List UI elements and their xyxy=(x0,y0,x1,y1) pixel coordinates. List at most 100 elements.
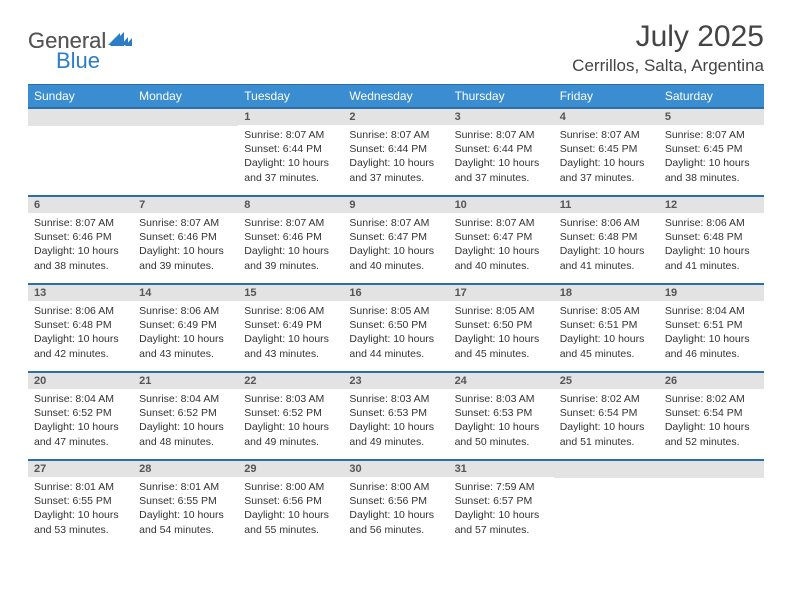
day-number: 25 xyxy=(554,373,659,389)
sunset-text: Sunset: 6:57 PM xyxy=(455,494,548,508)
sunset-text: Sunset: 6:50 PM xyxy=(455,318,548,332)
daylight-text: Daylight: 10 hours and 56 minutes. xyxy=(349,508,442,536)
day-content: Sunrise: 8:03 AMSunset: 6:53 PMDaylight:… xyxy=(449,389,554,452)
day-content: Sunrise: 8:05 AMSunset: 6:50 PMDaylight:… xyxy=(343,301,448,364)
calendar-day-cell: 24Sunrise: 8:03 AMSunset: 6:53 PMDayligh… xyxy=(449,372,554,460)
daylight-text: Daylight: 10 hours and 40 minutes. xyxy=(455,244,548,272)
sunset-text: Sunset: 6:48 PM xyxy=(560,230,653,244)
day-content: Sunrise: 8:01 AMSunset: 6:55 PMDaylight:… xyxy=(133,477,238,540)
sunrise-text: Sunrise: 8:02 AM xyxy=(560,392,653,406)
calendar-day-cell xyxy=(554,460,659,548)
day-content: Sunrise: 8:02 AMSunset: 6:54 PMDaylight:… xyxy=(554,389,659,452)
calendar-week-row: 13Sunrise: 8:06 AMSunset: 6:48 PMDayligh… xyxy=(28,284,764,372)
calendar-day-cell: 8Sunrise: 8:07 AMSunset: 6:46 PMDaylight… xyxy=(238,196,343,284)
sunrise-text: Sunrise: 8:03 AM xyxy=(244,392,337,406)
calendar-day-cell: 9Sunrise: 8:07 AMSunset: 6:47 PMDaylight… xyxy=(343,196,448,284)
sunrise-text: Sunrise: 8:06 AM xyxy=(665,216,758,230)
sunrise-text: Sunrise: 8:00 AM xyxy=(349,480,442,494)
calendar-day-cell: 25Sunrise: 8:02 AMSunset: 6:54 PMDayligh… xyxy=(554,372,659,460)
day-header: Wednesday xyxy=(343,85,448,109)
sunrise-text: Sunrise: 8:03 AM xyxy=(455,392,548,406)
day-number: 18 xyxy=(554,285,659,301)
day-number: 17 xyxy=(449,285,554,301)
day-number: 20 xyxy=(28,373,133,389)
calendar-day-cell: 4Sunrise: 8:07 AMSunset: 6:45 PMDaylight… xyxy=(554,108,659,196)
sunset-text: Sunset: 6:50 PM xyxy=(349,318,442,332)
sunset-text: Sunset: 6:47 PM xyxy=(455,230,548,244)
day-number: 19 xyxy=(659,285,764,301)
daylight-text: Daylight: 10 hours and 48 minutes. xyxy=(139,420,232,448)
sunrise-text: Sunrise: 8:07 AM xyxy=(455,216,548,230)
sunset-text: Sunset: 6:49 PM xyxy=(139,318,232,332)
day-number: 23 xyxy=(343,373,448,389)
calendar-day-cell: 14Sunrise: 8:06 AMSunset: 6:49 PMDayligh… xyxy=(133,284,238,372)
location-label: Cerrillos, Salta, Argentina xyxy=(572,56,764,76)
day-number: 29 xyxy=(238,461,343,477)
day-header: Thursday xyxy=(449,85,554,109)
calendar-day-cell: 22Sunrise: 8:03 AMSunset: 6:52 PMDayligh… xyxy=(238,372,343,460)
sunset-text: Sunset: 6:52 PM xyxy=(34,406,127,420)
day-content: Sunrise: 8:04 AMSunset: 6:52 PMDaylight:… xyxy=(28,389,133,452)
sunrise-text: Sunrise: 8:06 AM xyxy=(34,304,127,318)
day-content xyxy=(554,478,659,484)
day-number: 16 xyxy=(343,285,448,301)
sunset-text: Sunset: 6:45 PM xyxy=(665,142,758,156)
daylight-text: Daylight: 10 hours and 51 minutes. xyxy=(560,420,653,448)
day-content: Sunrise: 8:07 AMSunset: 6:46 PMDaylight:… xyxy=(28,213,133,276)
calendar-day-cell: 21Sunrise: 8:04 AMSunset: 6:52 PMDayligh… xyxy=(133,372,238,460)
day-content: Sunrise: 8:07 AMSunset: 6:44 PMDaylight:… xyxy=(449,125,554,188)
sunrise-text: Sunrise: 8:05 AM xyxy=(349,304,442,318)
day-number: 24 xyxy=(449,373,554,389)
day-content: Sunrise: 8:07 AMSunset: 6:44 PMDaylight:… xyxy=(238,125,343,188)
day-header: Tuesday xyxy=(238,85,343,109)
calendar-week-row: 27Sunrise: 8:01 AMSunset: 6:55 PMDayligh… xyxy=(28,460,764,548)
day-number: 22 xyxy=(238,373,343,389)
sunrise-text: Sunrise: 8:07 AM xyxy=(349,216,442,230)
calendar-day-cell: 1Sunrise: 8:07 AMSunset: 6:44 PMDaylight… xyxy=(238,108,343,196)
sunrise-text: Sunrise: 8:07 AM xyxy=(560,128,653,142)
sunrise-text: Sunrise: 7:59 AM xyxy=(455,480,548,494)
day-number: 27 xyxy=(28,461,133,477)
sunset-text: Sunset: 6:53 PM xyxy=(349,406,442,420)
calendar-day-cell: 18Sunrise: 8:05 AMSunset: 6:51 PMDayligh… xyxy=(554,284,659,372)
calendar-week-row: 6Sunrise: 8:07 AMSunset: 6:46 PMDaylight… xyxy=(28,196,764,284)
calendar-week-row: 1Sunrise: 8:07 AMSunset: 6:44 PMDaylight… xyxy=(28,108,764,196)
day-number: 4 xyxy=(554,109,659,125)
day-number: 21 xyxy=(133,373,238,389)
sunset-text: Sunset: 6:46 PM xyxy=(139,230,232,244)
calendar-day-cell: 2Sunrise: 8:07 AMSunset: 6:44 PMDaylight… xyxy=(343,108,448,196)
day-number: 3 xyxy=(449,109,554,125)
day-content: Sunrise: 8:06 AMSunset: 6:48 PMDaylight:… xyxy=(28,301,133,364)
calendar-day-cell xyxy=(28,108,133,196)
day-number: 1 xyxy=(238,109,343,125)
sunrise-text: Sunrise: 8:07 AM xyxy=(34,216,127,230)
calendar-day-cell: 28Sunrise: 8:01 AMSunset: 6:55 PMDayligh… xyxy=(133,460,238,548)
daylight-text: Daylight: 10 hours and 39 minutes. xyxy=(244,244,337,272)
day-content xyxy=(28,126,133,132)
sunrise-text: Sunrise: 8:06 AM xyxy=(244,304,337,318)
day-content: Sunrise: 8:04 AMSunset: 6:51 PMDaylight:… xyxy=(659,301,764,364)
day-number: 15 xyxy=(238,285,343,301)
day-content: Sunrise: 8:03 AMSunset: 6:52 PMDaylight:… xyxy=(238,389,343,452)
sunrise-text: Sunrise: 8:06 AM xyxy=(139,304,232,318)
daylight-text: Daylight: 10 hours and 49 minutes. xyxy=(349,420,442,448)
calendar-day-cell: 31Sunrise: 7:59 AMSunset: 6:57 PMDayligh… xyxy=(449,460,554,548)
day-number xyxy=(28,109,133,126)
daylight-text: Daylight: 10 hours and 37 minutes. xyxy=(455,156,548,184)
sunrise-text: Sunrise: 8:07 AM xyxy=(349,128,442,142)
sunset-text: Sunset: 6:44 PM xyxy=(349,142,442,156)
daylight-text: Daylight: 10 hours and 42 minutes. xyxy=(34,332,127,360)
sunrise-text: Sunrise: 8:02 AM xyxy=(665,392,758,406)
daylight-text: Daylight: 10 hours and 38 minutes. xyxy=(34,244,127,272)
calendar-day-cell: 12Sunrise: 8:06 AMSunset: 6:48 PMDayligh… xyxy=(659,196,764,284)
day-content: Sunrise: 8:06 AMSunset: 6:49 PMDaylight:… xyxy=(133,301,238,364)
day-content xyxy=(659,478,764,484)
day-number: 13 xyxy=(28,285,133,301)
daylight-text: Daylight: 10 hours and 37 minutes. xyxy=(560,156,653,184)
day-content: Sunrise: 8:06 AMSunset: 6:48 PMDaylight:… xyxy=(659,213,764,276)
day-content: Sunrise: 8:06 AMSunset: 6:48 PMDaylight:… xyxy=(554,213,659,276)
sunset-text: Sunset: 6:48 PM xyxy=(665,230,758,244)
day-content: Sunrise: 8:00 AMSunset: 6:56 PMDaylight:… xyxy=(238,477,343,540)
calendar-day-cell: 10Sunrise: 8:07 AMSunset: 6:47 PMDayligh… xyxy=(449,196,554,284)
sunrise-text: Sunrise: 8:07 AM xyxy=(139,216,232,230)
